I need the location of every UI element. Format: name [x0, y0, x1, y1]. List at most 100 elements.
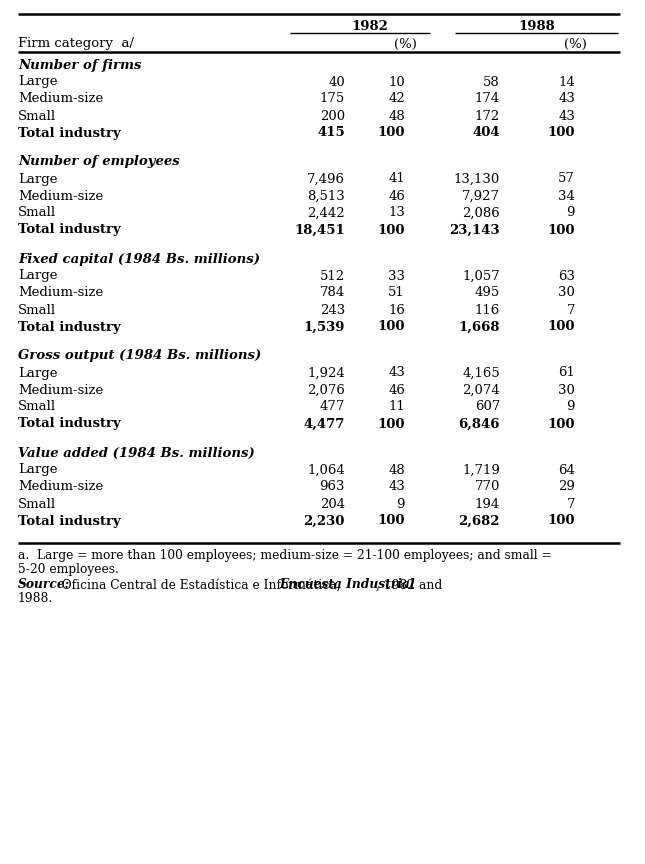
Text: Number of employees: Number of employees — [18, 156, 180, 168]
Text: Total industry: Total industry — [18, 126, 121, 139]
Text: 1,064: 1,064 — [307, 463, 345, 477]
Text: (%): (%) — [393, 37, 417, 50]
Text: 1988.: 1988. — [18, 592, 54, 605]
Text: 477: 477 — [320, 401, 345, 414]
Text: 2,230: 2,230 — [304, 514, 345, 528]
Text: 1,924: 1,924 — [307, 366, 345, 379]
Text: Large: Large — [18, 75, 57, 88]
Text: 33: 33 — [388, 270, 405, 283]
Text: 770: 770 — [475, 480, 500, 493]
Text: Large: Large — [18, 463, 57, 477]
Text: 7,927: 7,927 — [462, 189, 500, 202]
Text: 100: 100 — [548, 126, 575, 139]
Text: 46: 46 — [388, 384, 405, 397]
Text: 100: 100 — [377, 126, 405, 139]
Text: a.  Large = more than 100 employees; medium-size = 21-100 employees; and small =: a. Large = more than 100 employees; medi… — [18, 550, 551, 562]
Text: 2,442: 2,442 — [308, 206, 345, 219]
Text: Firm category  a/: Firm category a/ — [18, 37, 134, 50]
Text: 2,086: 2,086 — [462, 206, 500, 219]
Text: 51: 51 — [388, 287, 405, 300]
Text: 116: 116 — [475, 303, 500, 316]
Text: 46: 46 — [388, 189, 405, 202]
Text: 64: 64 — [558, 463, 575, 477]
Text: 100: 100 — [377, 417, 405, 430]
Text: 512: 512 — [320, 270, 345, 283]
Text: , 1982 and: , 1982 and — [376, 579, 442, 592]
Text: 23,143: 23,143 — [450, 224, 500, 237]
Text: Total industry: Total industry — [18, 417, 121, 430]
Text: Small: Small — [18, 206, 56, 219]
Text: 58: 58 — [483, 75, 500, 88]
Text: Small: Small — [18, 110, 56, 123]
Text: 204: 204 — [320, 498, 345, 511]
Text: 42: 42 — [388, 92, 405, 105]
Text: 1,719: 1,719 — [462, 463, 500, 477]
Text: 34: 34 — [558, 189, 575, 202]
Text: 1,539: 1,539 — [304, 321, 345, 334]
Text: Medium-size: Medium-size — [18, 92, 103, 105]
Text: 5-20 employees.: 5-20 employees. — [18, 562, 119, 575]
Text: 29: 29 — [558, 480, 575, 493]
Text: Value added (1984 Bs. millions): Value added (1984 Bs. millions) — [18, 447, 255, 460]
Text: 14: 14 — [559, 75, 575, 88]
Text: 43: 43 — [558, 110, 575, 123]
Text: 607: 607 — [475, 401, 500, 414]
Text: 2,076: 2,076 — [307, 384, 345, 397]
Text: 43: 43 — [388, 366, 405, 379]
Text: 4,165: 4,165 — [462, 366, 500, 379]
Text: 415: 415 — [317, 126, 345, 139]
Text: 43: 43 — [558, 92, 575, 105]
Text: 200: 200 — [320, 110, 345, 123]
Text: 9: 9 — [566, 206, 575, 219]
Text: Encuesta Industrial: Encuesta Industrial — [279, 579, 415, 592]
Text: Large: Large — [18, 270, 57, 283]
Text: 10: 10 — [388, 75, 405, 88]
Text: Medium-size: Medium-size — [18, 287, 103, 300]
Text: 404: 404 — [472, 126, 500, 139]
Text: 48: 48 — [388, 110, 405, 123]
Text: 13,130: 13,130 — [453, 173, 500, 186]
Text: Medium-size: Medium-size — [18, 480, 103, 493]
Text: 100: 100 — [377, 321, 405, 334]
Text: Large: Large — [18, 173, 57, 186]
Text: 8,513: 8,513 — [307, 189, 345, 202]
Text: 63: 63 — [558, 270, 575, 283]
Text: 16: 16 — [388, 303, 405, 316]
Text: 11: 11 — [388, 401, 405, 414]
Text: 4,477: 4,477 — [304, 417, 345, 430]
Text: 1,057: 1,057 — [462, 270, 500, 283]
Text: 48: 48 — [388, 463, 405, 477]
Text: 9: 9 — [566, 401, 575, 414]
Text: 7: 7 — [566, 303, 575, 316]
Text: Small: Small — [18, 401, 56, 414]
Text: 9: 9 — [397, 498, 405, 511]
Text: 100: 100 — [548, 321, 575, 334]
Text: 7,496: 7,496 — [307, 173, 345, 186]
Text: 100: 100 — [548, 224, 575, 237]
Text: Total industry: Total industry — [18, 224, 121, 237]
Text: 1982: 1982 — [352, 20, 388, 33]
Text: Fixed capital (1984 Bs. millions): Fixed capital (1984 Bs. millions) — [18, 252, 260, 265]
Text: 1988: 1988 — [519, 20, 555, 33]
Text: 495: 495 — [475, 287, 500, 300]
Text: Source:: Source: — [18, 579, 70, 592]
Text: Number of firms: Number of firms — [18, 59, 141, 72]
Text: Small: Small — [18, 303, 56, 316]
Text: 7: 7 — [566, 498, 575, 511]
Text: 43: 43 — [388, 480, 405, 493]
Text: 172: 172 — [475, 110, 500, 123]
Text: 30: 30 — [558, 384, 575, 397]
Text: 18,451: 18,451 — [294, 224, 345, 237]
Text: 6,846: 6,846 — [459, 417, 500, 430]
Text: 100: 100 — [548, 514, 575, 528]
Text: 30: 30 — [558, 287, 575, 300]
Text: 57: 57 — [558, 173, 575, 186]
Text: 1,668: 1,668 — [459, 321, 500, 334]
Text: 784: 784 — [320, 287, 345, 300]
Text: (%): (%) — [564, 37, 586, 50]
Text: Gross output (1984 Bs. millions): Gross output (1984 Bs. millions) — [18, 350, 261, 363]
Text: Oficina Central de Estadística e Informática,: Oficina Central de Estadística e Informá… — [54, 579, 344, 592]
Text: Total industry: Total industry — [18, 514, 121, 528]
Text: 243: 243 — [320, 303, 345, 316]
Text: 61: 61 — [558, 366, 575, 379]
